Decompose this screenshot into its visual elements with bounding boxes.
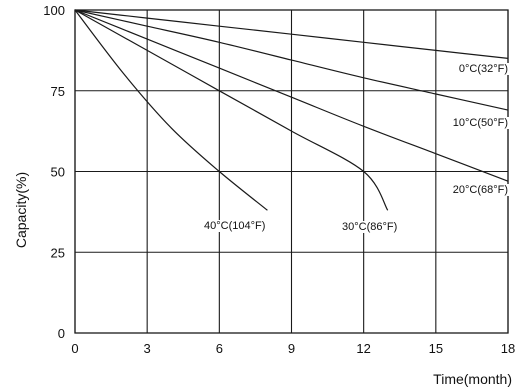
x-tick-label: 15 <box>429 341 443 356</box>
series-line <box>74 9 509 111</box>
y-tick-label: 100 <box>43 3 65 18</box>
x-tick-label: 0 <box>71 341 78 356</box>
series-label-bg <box>203 220 267 232</box>
y-tick-label: 0 <box>58 326 65 341</box>
series-label: 30°C(86°F) <box>342 221 397 233</box>
y-tick-label: 50 <box>51 165 65 180</box>
series-label: 20°C(68°F) <box>453 184 508 196</box>
series-label: 40°C(104°F) <box>204 220 265 232</box>
plot-frame <box>74 9 509 334</box>
y-tick-label: 25 <box>51 245 65 260</box>
tick-labels: 0 3 6 9 12 15 18 0 25 50 75 100 <box>43 3 515 356</box>
series-label-bg <box>451 184 509 196</box>
series-labels: 0°C(32°F) 10°C(50°F) 20°C(68°F) 30°C(86°F) 4… <box>203 63 509 233</box>
series-label-bg <box>341 221 399 233</box>
series-line <box>74 9 509 182</box>
grid <box>74 9 509 334</box>
x-tick-label: 12 <box>356 341 370 356</box>
series-lines <box>74 9 509 211</box>
x-axis-label: Time(month) <box>433 371 512 387</box>
y-tick-label: 75 <box>51 84 65 99</box>
x-tick-label: 3 <box>144 341 151 356</box>
series-label-bg <box>457 63 509 75</box>
series-line <box>74 9 268 211</box>
x-tick-label: 6 <box>216 341 223 356</box>
x-tick-label: 18 <box>501 341 515 356</box>
series-line <box>74 9 389 211</box>
series-label: 10°C(50°F) <box>453 117 508 129</box>
series-label-bg <box>451 117 509 129</box>
y-axis-label: Capacity(%) <box>13 172 29 248</box>
series-label: 0°C(32°F) <box>459 63 508 75</box>
series-line <box>74 9 509 59</box>
x-tick-label: 9 <box>288 341 295 356</box>
